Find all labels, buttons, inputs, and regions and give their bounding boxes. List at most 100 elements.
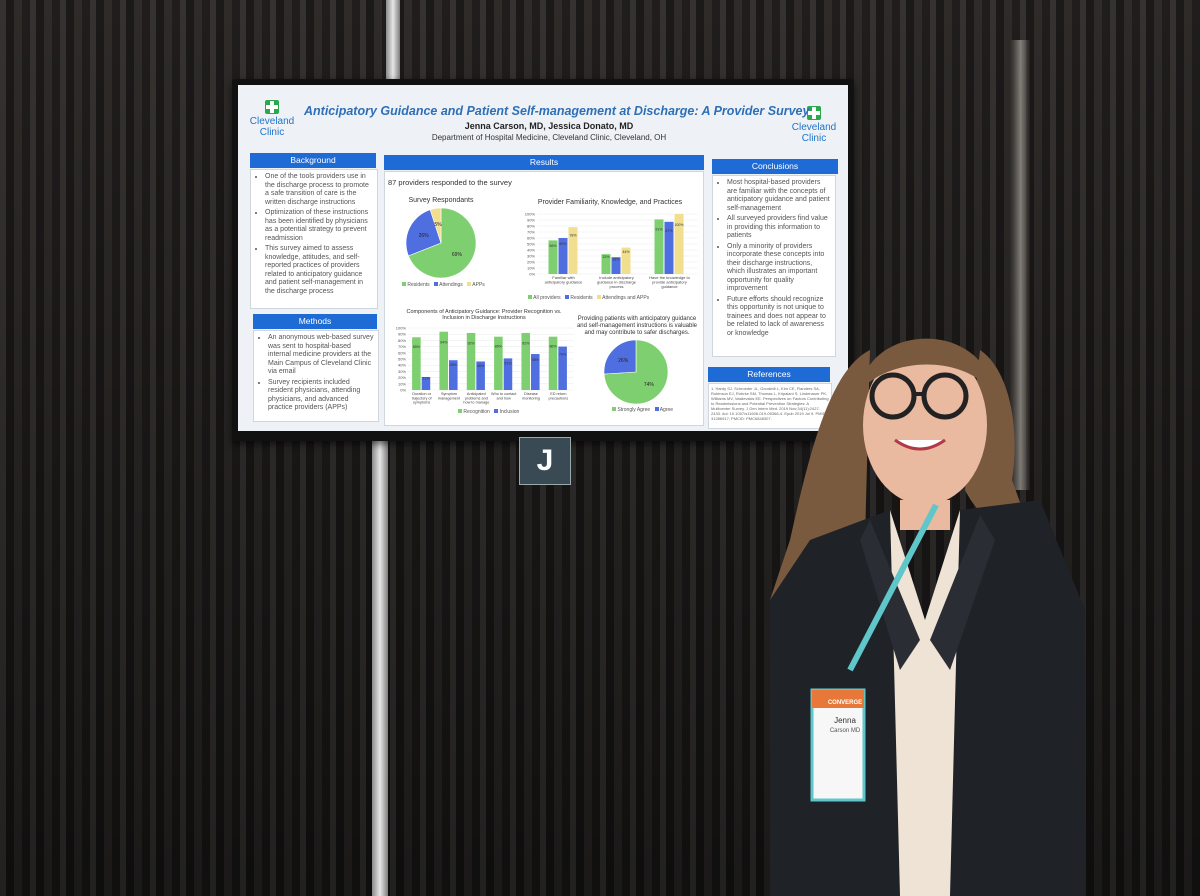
logo-text-line-2: Clinic [259, 127, 285, 138]
pie-data-label: 74% [644, 382, 655, 388]
pie2-legend: Strongly Agree Agree [612, 407, 692, 413]
references-header: References [708, 367, 830, 382]
bar1-legend: All providers Residents Attendings and A… [528, 295, 698, 301]
x-category-label: Include anticipatory guidance in discharg… [597, 275, 637, 289]
y-tick-label: 100% [396, 326, 407, 331]
conclusions-bullet: Only a minority of providers incorporate… [727, 243, 831, 294]
legend-label: Attendings [439, 282, 463, 288]
legend-label: Agree [659, 407, 674, 413]
booth-letter-sign: J [519, 437, 571, 485]
bar-data-label: 85% [413, 345, 421, 349]
curtain-pole [386, 0, 400, 80]
background-bullet: Optimization of these instructions has b… [265, 209, 373, 243]
bar-data-label: 92% [467, 341, 475, 345]
legend-swatch-blue [434, 282, 439, 286]
legend-label: Residents [570, 295, 593, 301]
poster-authors: Jenna Carson, MD, Jessica Donato, MD [464, 121, 634, 131]
y-tick-label: 10% [527, 266, 535, 271]
bar-data-label: 51% [504, 362, 512, 366]
y-tick-label: 40% [527, 248, 535, 253]
methods-panel: An anonymous web-based survey was sent t… [253, 330, 379, 422]
legend-swatch-green [612, 407, 616, 411]
pie-slice [406, 209, 442, 257]
x-category-label: Have the knowledge to provide anticipator… [649, 275, 690, 289]
bar [503, 358, 513, 390]
conclusions-bullet: Most hospital-based providers are famili… [727, 179, 831, 213]
conclusions-panel: Most hospital-based providers are famili… [712, 175, 836, 357]
poster-department: Department of Hospital Medicine, Clevela… [431, 133, 667, 142]
y-tick-label: 90% [527, 218, 535, 223]
pie-chart-agreement: 74% 26% [604, 340, 668, 404]
y-tick-label: 20% [527, 260, 535, 265]
bar [494, 336, 503, 390]
y-tick-label: 30% [398, 369, 406, 374]
curtain-light-strip [1010, 40, 1030, 490]
bar [439, 331, 448, 390]
cleveland-clinic-cross-icon [807, 106, 821, 120]
background-panel: One of the tools providers use in the di… [250, 169, 378, 309]
bar [466, 332, 476, 390]
chart-components-title: Components of Anticipatory Guidance: Pro… [406, 309, 562, 321]
bar [421, 376, 431, 390]
legend-label: Residents [407, 282, 430, 288]
pie-data-label: 5% [434, 222, 442, 228]
bar-data-label: 87% [665, 229, 673, 233]
conclusions-header: Conclusions [712, 159, 838, 174]
legend-swatch-green [528, 295, 532, 299]
bar-chart-components: 0%10%20%30%40%50%60%70%80%90%100%85%21%D… [396, 326, 574, 405]
bar-chart-familiarity: 0%10%20%30%40%50%60%70%80%90%100%56% 60%7… [525, 212, 698, 289]
bar-data-label: 70% [559, 352, 567, 356]
bar-data-label: 21% [422, 377, 430, 381]
bar [558, 346, 567, 390]
y-tick-label: 30% [527, 254, 535, 259]
legend-swatch-green [458, 409, 462, 413]
methods-bullet: Survey recipients included resident phys… [268, 379, 374, 413]
poster-title: Anticipatory Guidance and Patient Self-m… [304, 104, 810, 118]
y-tick-label: 90% [398, 332, 406, 337]
bar-data-label: 91% [655, 227, 663, 231]
x-category-label: Who to contact and how [491, 392, 517, 400]
references-panel: 1. Hardy SJ, Schroeder JL, Goodwill L, K… [708, 383, 832, 429]
bar-data-label: 78% [569, 234, 577, 238]
bar-data-label: 92% [522, 341, 530, 345]
bar-data-label: 58% [532, 358, 540, 362]
bar [621, 247, 631, 274]
conclusions-bullet: All surveyed providers find value in pro… [727, 215, 831, 241]
lanyard-text: CONVERGE [827, 700, 863, 706]
cleveland-clinic-logo-left: Cleveland Clinic [244, 100, 300, 138]
pie1-legend: Residents Attendings APPs [402, 282, 502, 288]
legend-label: Attendings and APPs [602, 295, 650, 301]
bar-data-label: 86% [495, 344, 503, 348]
y-tick-label: 10% [398, 381, 406, 386]
legend-label: Inclusion [499, 409, 520, 415]
legend-swatch-blue [494, 409, 499, 413]
legend-label: Recognition [463, 409, 490, 415]
cleveland-clinic-cross-icon [265, 100, 279, 114]
legend-label: All providers [533, 295, 561, 301]
y-tick-label: 20% [398, 375, 406, 380]
background-bullet: This survey aimed to assess knowledge, a… [265, 245, 373, 296]
x-category-label: Symptom management [438, 392, 461, 400]
bar-data-label: 56% [549, 244, 557, 248]
bar [521, 332, 530, 390]
bar-data-label: 28% [612, 258, 620, 262]
tv-stand-pole [372, 440, 388, 896]
y-tick-label: 40% [398, 363, 406, 368]
results-header: Results [384, 155, 704, 170]
y-tick-label: 100% [525, 212, 536, 217]
bar-data-label: 33% [602, 255, 610, 259]
pie-data-label: 26% [618, 358, 629, 364]
background-bullet: One of the tools providers use in the di… [265, 173, 373, 207]
legend-label: Strongly Agree [617, 407, 651, 413]
badge-detail: Carson MD [829, 728, 861, 734]
bar [611, 257, 621, 274]
pie-chart-survey-respondents: 69% 26% 5% [406, 208, 476, 278]
bar2-legend: Recognition Inclusion [458, 409, 538, 415]
bar [476, 361, 485, 390]
bar [601, 254, 611, 274]
conclusions-bullet: Future efforts should recognize this opp… [727, 296, 831, 339]
y-tick-label: 0% [529, 272, 535, 277]
bar [664, 221, 674, 274]
legend-swatch-green [402, 282, 406, 286]
references-text: 1. Hardy SJ, Schroeder JL, Goodwill L, K… [711, 386, 829, 421]
